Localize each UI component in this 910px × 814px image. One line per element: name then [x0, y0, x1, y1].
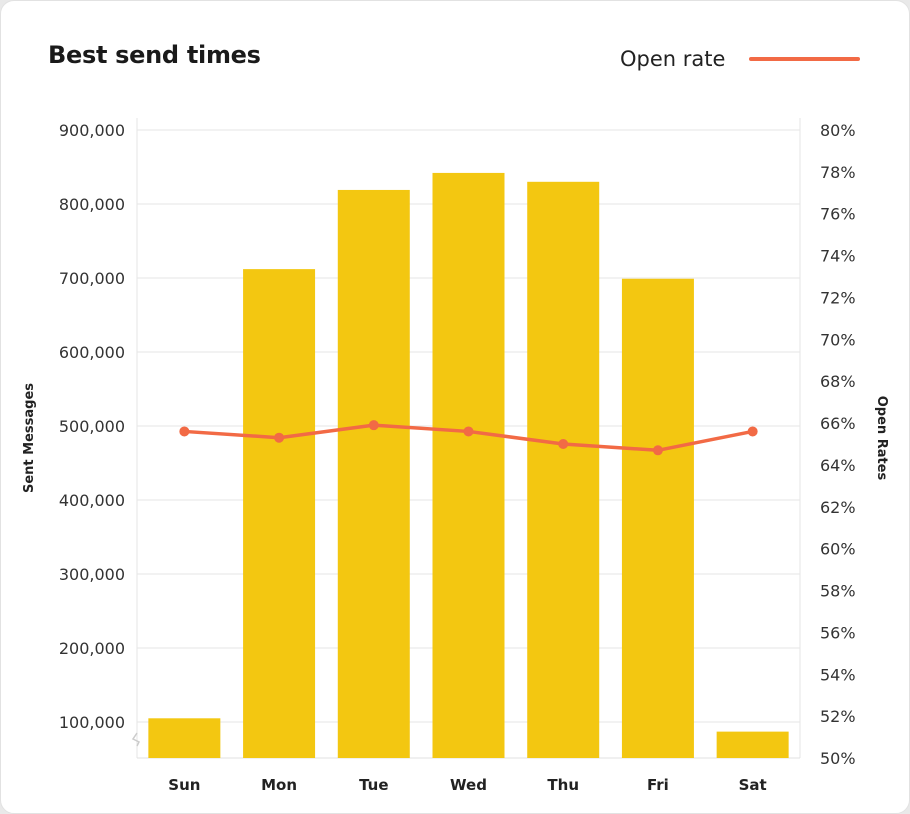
x-tick-label: Sat: [739, 776, 767, 794]
right-tick-label: 64%: [820, 456, 856, 475]
right-axis-title: Open Rates: [874, 396, 889, 481]
left-axis-title: Sent Messages: [22, 383, 37, 493]
bar-thu: [527, 181, 600, 759]
open-rate-point-sun: [179, 426, 190, 437]
right-tick-label: 50%: [820, 749, 856, 768]
bar-wed: [432, 172, 505, 759]
x-tick-label: Sun: [168, 776, 200, 794]
x-tick-label: Mon: [261, 776, 297, 794]
right-tick-label: 76%: [820, 205, 856, 224]
left-tick-label: 100,000: [59, 713, 125, 732]
left-tick-label: 900,000: [59, 121, 125, 140]
right-tick-label: 54%: [820, 665, 856, 684]
x-tick-label: Thu: [547, 776, 579, 794]
open-rate-point-sat: [747, 426, 758, 437]
left-tick-label: 400,000: [59, 491, 125, 510]
axis-break-mark: [131, 732, 141, 747]
bar-tue: [337, 189, 410, 758]
right-tick-label: 70%: [820, 330, 856, 349]
right-tick-label: 52%: [820, 707, 856, 726]
left-tick-label: 700,000: [59, 269, 125, 288]
x-tick-label: Fri: [647, 776, 669, 794]
right-tick-label: 74%: [820, 247, 856, 266]
right-tick-label: 62%: [820, 498, 856, 517]
open-rate-point-wed: [463, 426, 474, 437]
right-tick-label: 78%: [820, 163, 856, 182]
bar-mon: [243, 269, 316, 758]
left-tick-label: 800,000: [59, 195, 125, 214]
open-rate-point-tue: [368, 420, 379, 431]
legend: Open rate: [620, 47, 861, 71]
legend-line-swatch: [749, 57, 861, 61]
open-rate-point-fri: [652, 445, 663, 456]
left-tick-label: 300,000: [59, 565, 125, 584]
right-tick-label: 56%: [820, 623, 856, 642]
legend-label-open-rate: Open rate: [620, 47, 726, 71]
right-tick-label: 80%: [820, 121, 856, 140]
right-tick-label: 60%: [820, 540, 856, 559]
left-tick-label: 600,000: [59, 343, 125, 362]
right-tick-label: 58%: [820, 582, 856, 601]
right-tick-label: 68%: [820, 372, 856, 391]
open-rate-point-mon: [274, 432, 285, 443]
open-rate-point-thu: [558, 439, 569, 449]
x-tick-label: Tue: [359, 776, 388, 794]
right-tick-label: 66%: [820, 414, 856, 433]
bar-sun: [148, 718, 221, 758]
right-tick-label: 72%: [820, 288, 856, 307]
bar-fri: [621, 278, 694, 758]
left-tick-label: 200,000: [59, 639, 125, 658]
left-tick-label: 500,000: [59, 417, 125, 436]
chart-title: Best send times: [48, 41, 261, 69]
x-tick-label: Wed: [450, 776, 487, 794]
bar-sat: [716, 731, 789, 758]
